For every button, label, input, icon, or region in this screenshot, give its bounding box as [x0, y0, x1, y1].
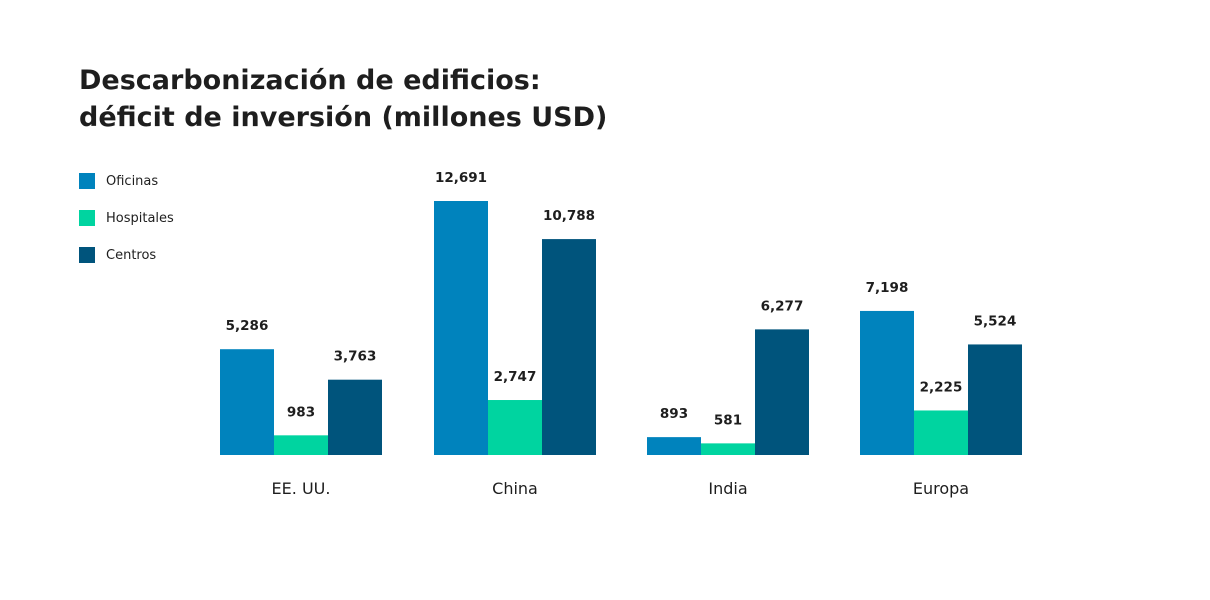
- bar-value-oficinas-europa: 7,198: [866, 280, 909, 296]
- bar-value-hospitales-china: 2,747: [494, 369, 537, 385]
- bar-oficinas-china: [434, 201, 488, 455]
- bar-hospitales-ee-uu: [274, 435, 328, 455]
- bar-value-hospitales-india: 581: [714, 412, 742, 428]
- bar-value-centros-europa: 5,524: [974, 313, 1017, 329]
- bar-value-hospitales-europa: 2,225: [920, 379, 963, 395]
- bar-value-centros-china: 10,788: [543, 208, 595, 224]
- legend: Oficinas Hospitales Centros: [79, 171, 174, 282]
- bar-value-oficinas-ee-uu: 5,286: [226, 318, 269, 334]
- bar-centros-ee-uu: [328, 379, 382, 455]
- chart-title: Descarbonización de edificios: déficit d…: [79, 62, 607, 136]
- bar-hospitales-europa: [914, 410, 968, 455]
- legend-label-centros: Centros: [106, 247, 157, 263]
- bar-value-centros-india: 6,277: [761, 298, 804, 314]
- bar-value-hospitales-ee-uu: 983: [287, 404, 315, 420]
- category-label-europa: Europa: [913, 479, 969, 498]
- legend-label-oficinas: Oficinas: [106, 173, 159, 189]
- legend-swatch-hospitales: [79, 210, 95, 226]
- bar-oficinas-ee-uu: [220, 349, 274, 455]
- bar-value-oficinas-india: 893: [660, 406, 688, 422]
- category-label-china: China: [492, 479, 538, 498]
- bar-centros-china: [542, 239, 596, 455]
- category-label-ee-uu: EE. UU.: [272, 479, 331, 498]
- legend-item-centros: Centros: [79, 245, 174, 265]
- legend-label-hospitales: Hospitales: [106, 210, 174, 226]
- legend-item-hospitales: Hospitales: [79, 208, 174, 228]
- bar-centros-europa: [968, 344, 1022, 455]
- bar-value-oficinas-china: 12,691: [435, 170, 487, 186]
- bar-oficinas-europa: [860, 310, 914, 455]
- legend-swatch-centros: [79, 247, 95, 263]
- chart-title-line-2: déficit de inversión (millones USD): [79, 102, 608, 133]
- legend-item-oficinas: Oficinas: [79, 171, 174, 191]
- category-label-india: India: [708, 479, 747, 498]
- bar-hospitales-india: [701, 443, 755, 455]
- bar-centros-india: [755, 329, 809, 455]
- chart-title-line-1: Descarbonización de edificios:: [79, 65, 541, 96]
- legend-swatch-oficinas: [79, 173, 95, 189]
- bar-value-centros-ee-uu: 3,763: [334, 349, 377, 365]
- bar-oficinas-india: [647, 437, 701, 455]
- bar-hospitales-china: [488, 400, 542, 455]
